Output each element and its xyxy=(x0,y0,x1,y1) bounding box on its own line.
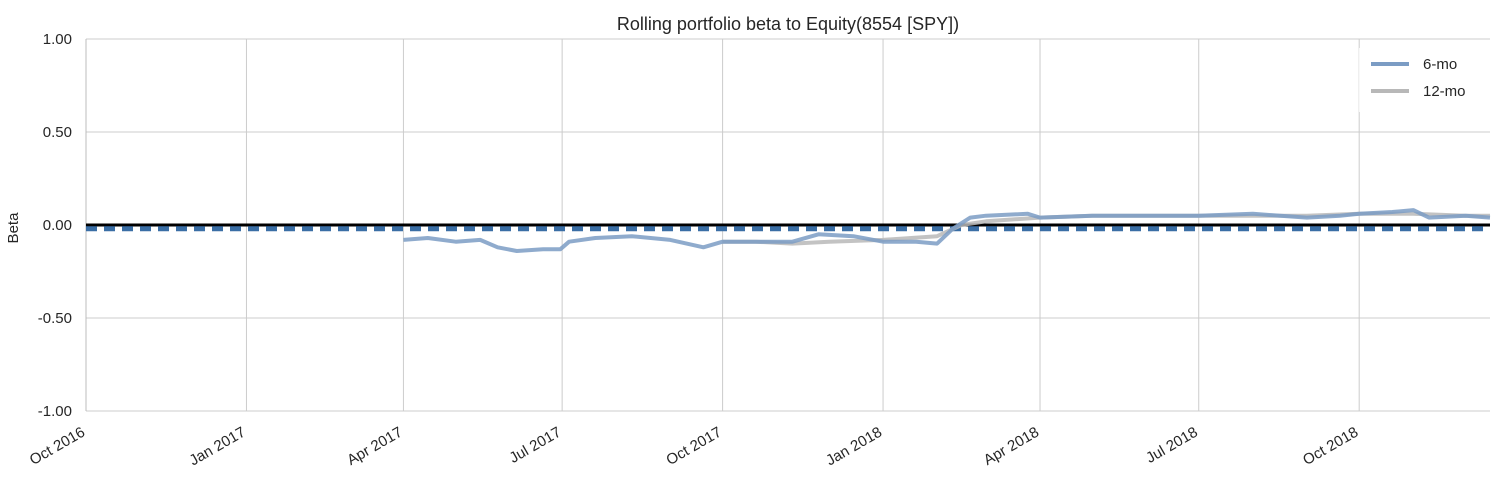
y-tick-label: 1.00 xyxy=(43,31,72,48)
legend-label-6-mo: 6-mo xyxy=(1423,56,1457,73)
reference-lines xyxy=(86,223,1490,232)
legend-label-12-mo: 12-mo xyxy=(1423,83,1466,100)
y-tick-label: 0.50 xyxy=(43,124,72,141)
y-tick-label: -1.00 xyxy=(38,403,72,420)
legend-box xyxy=(1359,48,1481,112)
series-line-6-mo xyxy=(403,208,1491,253)
y-axis-label: Beta xyxy=(5,212,22,244)
y-tick-label: 0.00 xyxy=(43,217,72,234)
series-layer xyxy=(403,208,1491,253)
chart-title: Rolling portfolio beta to Equity(8554 [S… xyxy=(617,14,959,34)
y-tick-label: -0.50 xyxy=(38,310,72,327)
legend: 6-mo 12-mo xyxy=(1359,48,1481,112)
